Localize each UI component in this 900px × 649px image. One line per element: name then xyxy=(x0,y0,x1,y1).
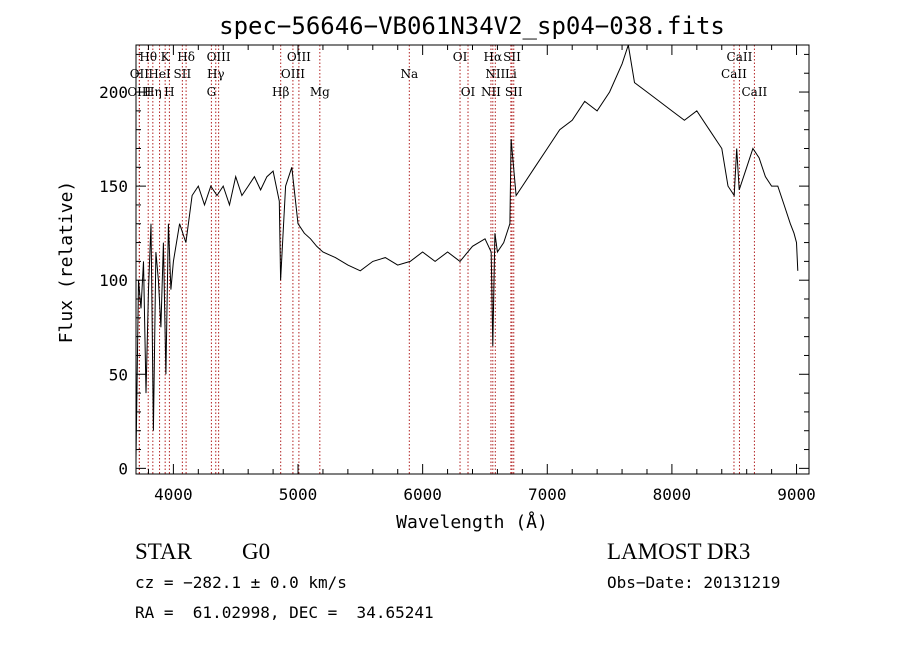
line-marker-label: SII xyxy=(174,67,192,81)
y-tick-label: 0 xyxy=(118,459,128,478)
line-marker-label: OI xyxy=(453,50,468,64)
object-type: STAR xyxy=(135,539,192,564)
y-axis-label: Flux (relative) xyxy=(56,181,77,344)
line-marker-label: SII xyxy=(505,85,523,99)
spectral-subclass: G0 xyxy=(242,539,271,564)
y-tick-label: 100 xyxy=(99,271,128,290)
plot-frame xyxy=(135,44,810,475)
x-tick-label: 8000 xyxy=(653,485,692,504)
line-marker-label: OIII xyxy=(207,50,231,64)
line-marker-label: OIII xyxy=(287,50,311,64)
emission-line-markers xyxy=(138,45,755,474)
line-marker-label: NII xyxy=(485,67,505,81)
line-marker-label: Na xyxy=(400,67,418,81)
line-marker-label: Li xyxy=(505,67,517,81)
line-marker-label: G xyxy=(207,85,217,99)
line-marker-label: H xyxy=(164,85,174,99)
line-marker-label: Mg xyxy=(310,85,330,99)
line-marker-label: CaII xyxy=(721,67,747,81)
y-tick-label: 200 xyxy=(99,83,128,102)
line-marker-label: Hδ xyxy=(177,50,195,64)
x-axis-label: Wavelength (Å) xyxy=(396,511,548,533)
spectrum-line xyxy=(135,44,799,459)
redshift-value: cz = −282.1 ± 0.0 km/s xyxy=(135,573,347,592)
y-tick-label: 150 xyxy=(99,177,128,196)
line-marker-label: OI xyxy=(461,85,476,99)
survey-name: LAMOST DR3 xyxy=(607,539,751,564)
x-tick-label: 9000 xyxy=(777,485,816,504)
y-axis: 0 50 100 150 200 xyxy=(99,53,809,478)
line-marker-label: HeI xyxy=(148,67,171,81)
line-marker-label: Hθ xyxy=(139,50,157,64)
chart-title: spec−56646−VB061N34V2_sp04−038.fits xyxy=(219,12,725,40)
x-tick-label: 5000 xyxy=(279,485,318,504)
line-marker-label: Hη xyxy=(144,85,162,99)
line-marker-label: Hγ xyxy=(207,67,225,81)
line-marker-label: NII xyxy=(481,85,501,99)
line-marker-label: Hα xyxy=(484,50,503,64)
line-marker-label: Hβ xyxy=(272,85,289,99)
line-marker-label: K xyxy=(161,50,171,64)
x-tick-label: 4000 xyxy=(154,485,193,504)
coordinates: RA = 61.02998, DEC = 34.65241 xyxy=(135,603,434,622)
line-marker-label: OIII xyxy=(281,67,305,81)
x-tick-label: 7000 xyxy=(528,485,567,504)
x-axis: 4000 5000 6000 7000 8000 9000 xyxy=(147,45,816,504)
line-marker-label: CaII xyxy=(741,85,767,99)
y-tick-label: 50 xyxy=(109,365,128,384)
observation-date: Obs−Date: 20131219 xyxy=(607,573,781,592)
line-marker-label: CaII xyxy=(727,50,753,64)
line-marker-label: SII xyxy=(503,50,521,64)
x-tick-label: 6000 xyxy=(403,485,442,504)
line-marker-label: OII xyxy=(130,67,150,81)
